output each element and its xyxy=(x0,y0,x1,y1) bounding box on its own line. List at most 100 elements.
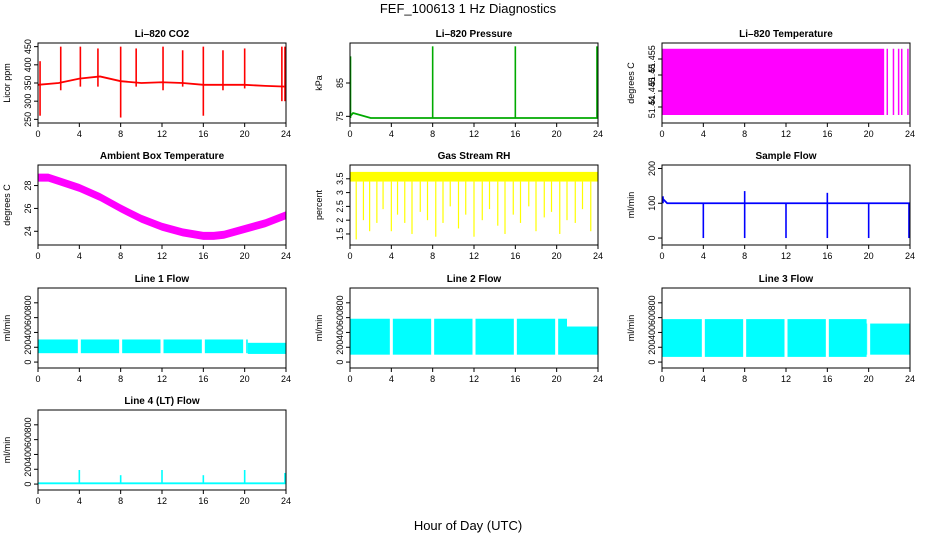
panel-marks xyxy=(38,288,286,368)
x-tick-label: 12 xyxy=(157,129,167,139)
x-tick-label: 20 xyxy=(864,251,874,261)
x-tick-label: 8 xyxy=(742,251,747,261)
y-tick-label: 800 xyxy=(335,295,345,310)
x-tick-label: 4 xyxy=(77,374,82,384)
y-tick-label: 200 xyxy=(647,340,657,355)
x-tick-label: 12 xyxy=(781,129,791,139)
x-tick-label: 16 xyxy=(510,129,520,139)
y-tick-label: 200 xyxy=(23,462,33,477)
x-tick-label: 24 xyxy=(593,251,603,261)
y-tick-label: 3 xyxy=(335,190,345,195)
x-tick-label: 20 xyxy=(240,374,250,384)
data-gap xyxy=(867,288,871,368)
x-tick-label: 16 xyxy=(822,374,832,384)
y-tick-label: 400 xyxy=(335,325,345,340)
x-tick-label: 12 xyxy=(781,374,791,384)
data-band xyxy=(567,326,598,355)
panel-marks xyxy=(37,46,287,118)
x-tick-label: 0 xyxy=(659,251,664,261)
x-tick-label: 8 xyxy=(430,251,435,261)
y-tick-label: 2 xyxy=(335,218,345,223)
panel-marks xyxy=(350,288,598,368)
x-tick-label: 16 xyxy=(198,129,208,139)
x-tick-label: 16 xyxy=(822,251,832,261)
x-tick-label: 0 xyxy=(659,129,664,139)
data-gap xyxy=(555,288,559,368)
y-tick-label: 600 xyxy=(647,310,657,325)
y-tick-label: 2.5 xyxy=(335,200,345,213)
panel-title: Line 2 Flow xyxy=(447,274,502,285)
x-tick-label: 12 xyxy=(157,496,167,506)
x-tick-label: 20 xyxy=(552,374,562,384)
y-axis-label: degrees C xyxy=(626,62,636,104)
y-tick-label: 0 xyxy=(335,360,345,365)
y-tick-label: 0 xyxy=(647,360,657,365)
x-tick-label: 16 xyxy=(510,251,520,261)
x-axis-caption: Hour of Day (UTC) xyxy=(413,518,523,533)
x-tick-label: 16 xyxy=(510,374,520,384)
x-tick-label: 0 xyxy=(659,374,664,384)
data-gap xyxy=(243,288,247,368)
panel-marks xyxy=(38,173,286,240)
x-tick-label: 0 xyxy=(35,251,40,261)
y-tick-label: 600 xyxy=(23,432,33,447)
x-tick-label: 16 xyxy=(198,251,208,261)
panel-5: Gas Stream RH 0 4 8 12 16 20 24 1.5 2 2.5 3 3.5 perce… xyxy=(314,151,603,261)
x-tick-label: 24 xyxy=(593,374,603,384)
panel-marks xyxy=(662,288,910,368)
plot-frame xyxy=(37,164,287,246)
data-band xyxy=(662,319,867,357)
panel-title: Li–820 Pressure xyxy=(436,29,513,40)
x-tick-label: 0 xyxy=(35,374,40,384)
data-band xyxy=(38,339,248,354)
y-tick-label: 75 xyxy=(335,111,345,121)
y-tick-label: 26 xyxy=(23,203,33,213)
y-axis-label: ml/min xyxy=(626,315,636,342)
panel-1: Li–820 CO2 0 4 8 12 16 20 24 250 300 350 400 450 Lico… xyxy=(2,29,291,139)
x-tick-label: 0 xyxy=(35,129,40,139)
x-tick-label: 8 xyxy=(118,251,123,261)
y-tick-label: 28 xyxy=(23,181,33,191)
x-tick-label: 24 xyxy=(281,374,291,384)
panel-title: Ambient Box Temperature xyxy=(100,151,225,162)
x-tick-label: 24 xyxy=(905,251,915,261)
data-gap xyxy=(701,288,705,368)
panel-marks xyxy=(349,46,598,119)
panel-title: Line 1 Flow xyxy=(135,274,190,285)
x-tick-label: 20 xyxy=(240,129,250,139)
y-tick-label: 200 xyxy=(647,161,657,176)
x-tick-label: 20 xyxy=(240,251,250,261)
panel-marks xyxy=(350,171,598,240)
x-tick-label: 24 xyxy=(281,251,291,261)
data-gap xyxy=(389,288,393,368)
x-tick-label: 4 xyxy=(701,251,706,261)
y-tick-label: 800 xyxy=(23,295,33,310)
y-axis-label: ml/min xyxy=(626,192,636,219)
data-gap xyxy=(743,288,747,368)
panel-title: Li–820 CO2 xyxy=(135,29,190,40)
x-tick-label: 8 xyxy=(430,374,435,384)
x-tick-label: 4 xyxy=(77,251,82,261)
plot-frame xyxy=(349,42,599,124)
y-tick-label: 300 xyxy=(23,94,33,109)
x-tick-label: 20 xyxy=(240,496,250,506)
x-tick-label: 0 xyxy=(35,496,40,506)
x-tick-label: 16 xyxy=(198,374,208,384)
x-tick-label: 24 xyxy=(905,129,915,139)
x-tick-label: 24 xyxy=(593,129,603,139)
panel-title: Line 3 Flow xyxy=(759,274,814,285)
y-tick-label: 24 xyxy=(23,226,33,236)
x-tick-label: 24 xyxy=(281,496,291,506)
data-gap xyxy=(160,288,164,368)
x-tick-label: 12 xyxy=(469,129,479,139)
y-tick-label: 0 xyxy=(23,482,33,487)
x-tick-label: 4 xyxy=(389,129,394,139)
panel-2: Li–820 Pressure 0 4 8 12 16 20 24 75 85 kPa xyxy=(314,29,603,139)
data-series xyxy=(38,173,286,240)
x-tick-label: 4 xyxy=(389,251,394,261)
y-axis-label: percent xyxy=(314,189,324,220)
y-tick-label: 51.445 xyxy=(647,77,657,105)
y-axis-label: ml/min xyxy=(2,315,12,342)
